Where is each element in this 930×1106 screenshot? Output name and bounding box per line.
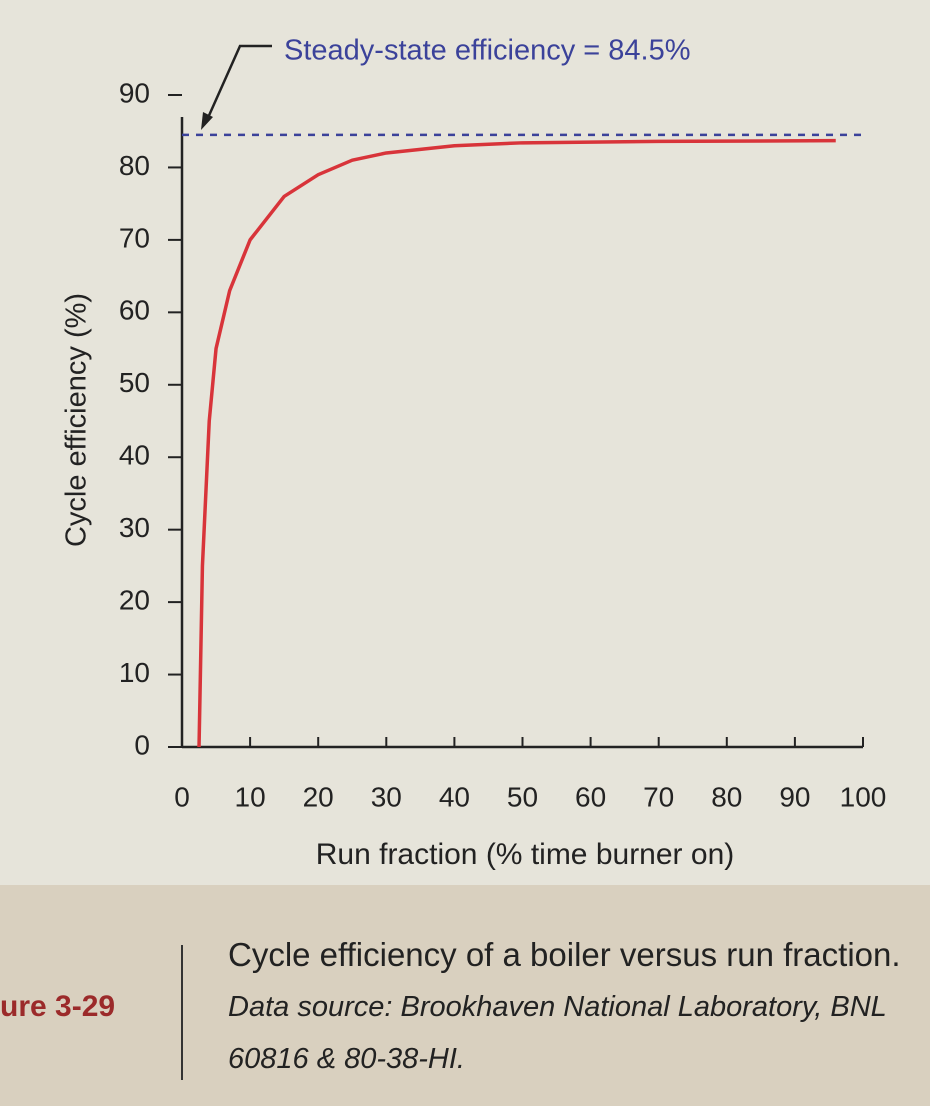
y-tick-label: 90 [119, 77, 150, 108]
y-tick-label: 50 [119, 367, 150, 398]
x-tick-label: 40 [439, 781, 470, 812]
caption-box: Cycle efficiency of a boiler versus run … [228, 930, 928, 1084]
x-tick-label: 90 [779, 781, 810, 812]
y-tick-label: 70 [119, 222, 150, 253]
x-tick-label: 80 [711, 781, 742, 812]
x-tick-label: 50 [507, 781, 538, 812]
x-tick-label: 100 [840, 781, 887, 812]
annotation-arrow [205, 44, 272, 121]
x-tick-label: 30 [371, 781, 402, 812]
y-tick-label: 40 [119, 440, 150, 471]
y-tick-label: 20 [119, 585, 150, 616]
x-tick-label: 70 [643, 781, 674, 812]
figure-label: ure 3-29 [0, 990, 115, 1023]
caption-text: Cycle efficiency of a boiler versus run … [228, 936, 901, 973]
caption: Cycle efficiency of a boiler versus run … [228, 930, 928, 1084]
arrow-head [201, 112, 213, 130]
y-tick-label: 60 [119, 295, 150, 326]
x-tick-label: 20 [303, 781, 334, 812]
x-tick-label: 10 [235, 781, 266, 812]
y-tick-label: 80 [119, 150, 150, 181]
x-tick-label: 60 [575, 781, 606, 812]
caption-source: Data source: Brookhaven National Laborat… [228, 991, 887, 1075]
y-tick-label: 10 [119, 657, 150, 688]
caption-band [0, 885, 930, 1106]
data-line [197, 138, 836, 748]
annotation: Steady-state efficiency = 84.5% [284, 35, 691, 67]
y-axis-label: Cycle efficiency (%) [61, 293, 93, 547]
x-tick-label: 0 [174, 781, 190, 812]
x-axis-label: Run fraction (% time burner on) [316, 838, 735, 871]
y-tick-label: 0 [134, 729, 150, 760]
y-tick-label: 30 [119, 512, 150, 543]
